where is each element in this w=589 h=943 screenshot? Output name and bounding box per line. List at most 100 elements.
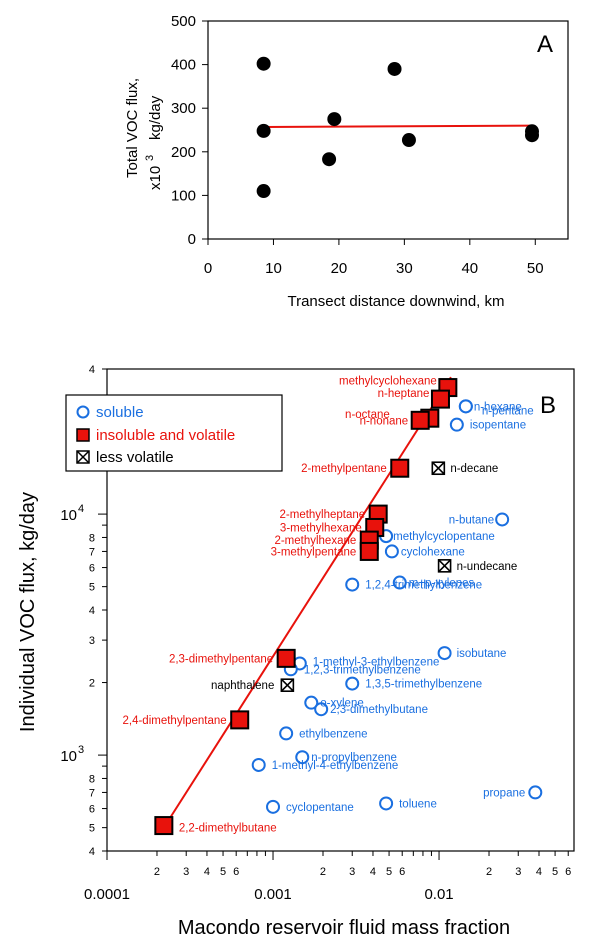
legend-insoluble-marker — [76, 428, 90, 442]
x-tick-label: 40 — [461, 260, 478, 277]
y-major-tick-exponent: 4 — [78, 503, 84, 515]
label-n-pentane: n-pentane — [482, 405, 534, 417]
y-minor-tick-label: 5 — [89, 582, 95, 594]
legend-less-volatile-label: less volatile — [96, 449, 174, 466]
label-2-3-dimethylpentane: 2,3-dimethylpentane — [169, 653, 273, 665]
crossed-square-line — [431, 461, 445, 475]
panel-a-y-axis-label-line2: x10 3 kg/day — [144, 95, 164, 190]
data-point — [401, 133, 416, 148]
label-m-p-xylenes: m+p-xylenes — [409, 578, 475, 590]
x-minor-tick-label: 6 — [399, 866, 405, 878]
svg-text:3: 3 — [144, 155, 156, 161]
label-2-methylpentane: 2-methylpentane — [301, 463, 387, 475]
point-isopentane — [449, 417, 464, 432]
point-n-propylbenzene — [295, 750, 310, 765]
panel-a-points — [256, 56, 539, 199]
label-n-butane: n-butane — [449, 514, 494, 526]
label-o-xylene: o-xylene — [320, 698, 363, 710]
x-tick-label: 10 — [265, 260, 282, 277]
label-3-methylhexane: 3-methylhexane — [280, 522, 362, 534]
x-minor-tick-label: 2 — [154, 866, 160, 878]
label-isopentane: isopentane — [470, 420, 526, 432]
legend-insoluble-label: insoluble and volatile — [96, 427, 235, 444]
data-point — [322, 152, 337, 167]
point-1-methyl-4-ethylbenzene — [251, 757, 266, 772]
label-methylcyclohexane: methylcyclohexane — [339, 376, 437, 388]
legend-less-volatile-marker — [76, 450, 90, 464]
panel-b-fit-line — [163, 376, 452, 829]
x-minor-tick-label: 5 — [552, 866, 558, 878]
point-1-2-4-trimethylbenzene — [345, 577, 360, 592]
point-2-3-dimethylpentane — [276, 648, 296, 668]
panel-a-plot-frame — [207, 20, 569, 240]
label-2-4-dimethylpentane: 2,4-dimethylpentane — [122, 715, 226, 727]
data-point — [525, 128, 539, 143]
label-n-nonane: n-nonane — [360, 415, 409, 427]
y-major-tick-exponent: 3 — [78, 744, 84, 756]
y-major-tick-label: 10 — [60, 507, 77, 524]
data-point — [256, 184, 271, 199]
label-2-3-dimethylbutane: 2,3-dimethylbutane — [330, 704, 428, 716]
y-minor-tick-label: 5 — [89, 823, 95, 835]
point-ethylbenzene — [279, 726, 294, 741]
legend-box — [65, 394, 283, 472]
label-2-2-dimethylbutane: 2,2-dimethylbutane — [179, 823, 277, 835]
label-propane: propane — [483, 787, 525, 799]
panel-b-x-axis-label: Macondo reservoir fluid mass fraction — [178, 917, 510, 939]
y-minor-tick-label: 6 — [89, 804, 95, 816]
y-minor-tick-label: 7 — [89, 787, 95, 799]
point-2-methylpentane — [390, 458, 410, 478]
point-propane — [528, 785, 543, 800]
x-minor-tick-label: 6 — [565, 866, 571, 878]
y-minor-tick-label: 3 — [89, 635, 95, 647]
point-naphthalene — [280, 678, 295, 692]
panel-b-chart: 2 3 4 5 6 2 3 4 5 6 2 3 4 5 60.0001 0.001 0.014567823456… — [17, 364, 575, 939]
label-1-2-4-trimethylbenzene: 1,2,4-trimethylbenzene — [365, 580, 482, 592]
x-minor-tick-label: 5 — [386, 866, 392, 878]
point-m-p-xylenes — [392, 575, 407, 590]
panel-a-fit-line — [263, 124, 533, 128]
y-minor-tick-label: 2 — [89, 678, 95, 690]
y-tick-label: 100 — [171, 187, 196, 204]
y-tick-label: 500 — [171, 13, 196, 30]
label-n-decane: n-decane — [450, 463, 498, 475]
label-ethylbenzene: ethylbenzene — [299, 728, 367, 740]
y-minor-tick-label: 7 — [89, 546, 95, 558]
y-minor-tick-label: 6 — [89, 563, 95, 575]
point-n-pentane — [458, 399, 473, 414]
y-minor-tick-label: 8 — [89, 532, 95, 544]
x-tick-label: 30 — [396, 260, 413, 277]
point-1-3-5-trimethylbenzene — [345, 676, 360, 691]
point-3-methylpentane — [359, 541, 379, 561]
label-naphthalene: naphthalene — [211, 680, 274, 692]
y-tick-label: 400 — [171, 57, 196, 74]
data-point — [256, 56, 271, 71]
label-n-octane: n-octane — [345, 409, 390, 421]
label-2-methylhexane: 2-methylhexane — [274, 535, 356, 547]
y-major-tick-label: 10 — [60, 748, 77, 765]
point-cyclohexane — [384, 544, 399, 559]
label-2-methylheptane: 2-methylheptane — [280, 509, 366, 521]
panel-b-points — [154, 378, 543, 836]
x-tick-label: 0 — [204, 260, 212, 277]
x-tick-label: 50 — [527, 260, 544, 277]
x-minor-tick-label: 6 — [233, 866, 239, 878]
label-1-methyl-4-ethylbenzene: 1-methyl-4-ethylbenzene — [272, 760, 399, 772]
point-n-undecane — [437, 559, 452, 573]
point-cyclopentane — [266, 799, 281, 814]
point-2-3-dimethylbutane — [314, 702, 329, 717]
panel-a-label: A — [537, 31, 553, 58]
x-minor-tick-label: 4 — [370, 866, 376, 878]
x-minor-tick-label: 3 — [183, 866, 189, 878]
y-minor-tick-label: 4 — [89, 846, 95, 858]
x-minor-tick-label: 4 — [536, 866, 542, 878]
y-minor-tick-label: 4 — [89, 364, 95, 376]
x-major-tick-label: 0.0001 — [84, 886, 130, 903]
label-n-heptane: n-heptane — [378, 388, 430, 400]
point-n-heptane — [430, 389, 450, 409]
x-major-tick-label: 0.01 — [424, 886, 453, 903]
panel-a-y-axis-label-line1: Total VOC flux, — [124, 78, 141, 178]
label-n-propylbenzene: n-propylbenzene — [311, 752, 397, 764]
